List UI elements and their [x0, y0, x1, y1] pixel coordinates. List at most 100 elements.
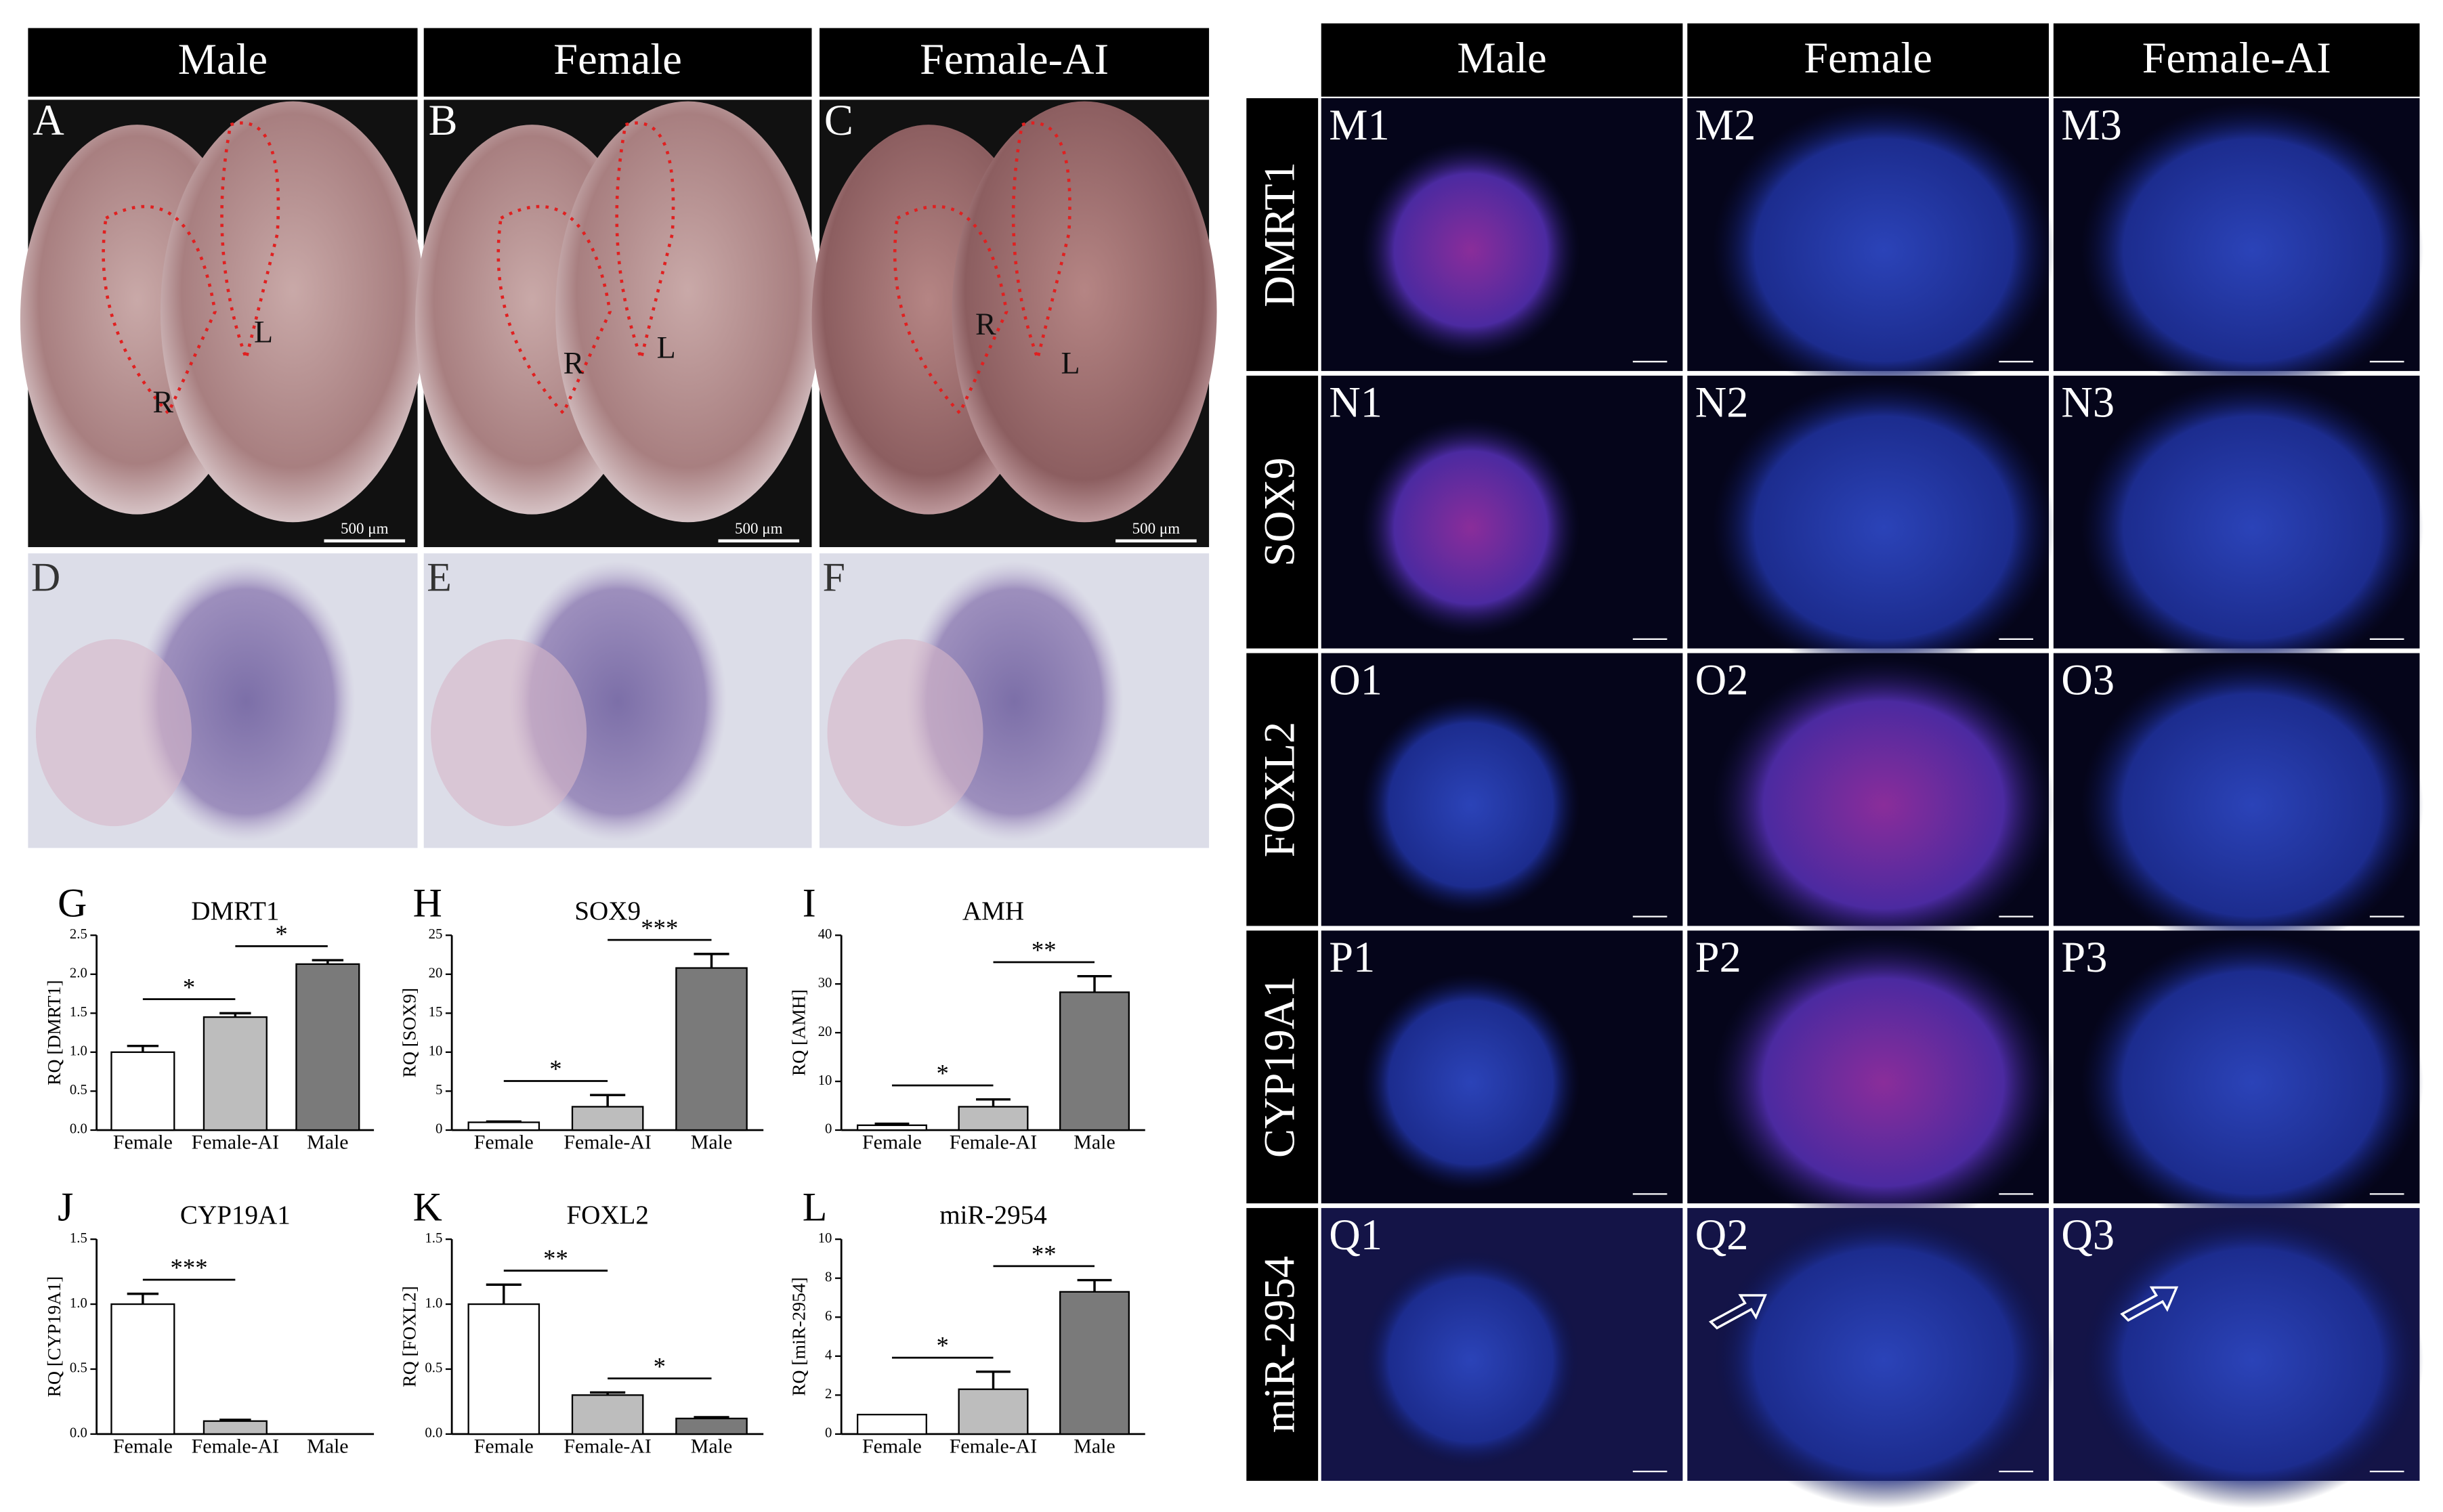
tissue: [827, 639, 983, 827]
y-axis-label: RQ [CYP19A1]: [43, 1276, 64, 1398]
significance-label: **: [543, 1245, 568, 1272]
x-tick-label: Male: [1074, 1131, 1115, 1154]
y-axis-label: RQ [AMH]: [788, 989, 809, 1076]
panel-label: K: [413, 1184, 442, 1229]
column-header-bg: [423, 28, 812, 97]
bar: [110, 1303, 175, 1435]
y-tick-label: 20: [818, 1024, 832, 1039]
bar: [467, 1121, 540, 1131]
panel-label: E: [427, 555, 452, 599]
lobe-label: L: [1061, 346, 1080, 381]
bar: [958, 1106, 1029, 1131]
panel-label: M3: [2061, 101, 2121, 149]
y-tick-label: 1.0: [70, 1044, 87, 1059]
tissue: [1361, 1251, 1580, 1469]
y-tick-label: 5: [436, 1083, 442, 1098]
lobe-label: L: [657, 330, 676, 365]
row-header: DMRT1: [1255, 162, 1303, 307]
x-tick-label: Female: [474, 1131, 534, 1154]
tissue: [1712, 1211, 2056, 1509]
x-tick-label: Female-AI: [950, 1435, 1037, 1457]
y-tick-label: 30: [818, 976, 832, 991]
gonad-lobe: [160, 101, 426, 523]
outline: [893, 204, 1008, 416]
tissue: [35, 639, 192, 827]
row-header-bg: [1246, 1208, 1319, 1481]
tissue: [1361, 695, 1580, 915]
chart-title: miR-2954: [939, 1201, 1047, 1230]
panel-label: P3: [2061, 933, 2107, 981]
panel-label: N2: [1695, 379, 1749, 427]
scale-bar-label: 500 μm: [1132, 519, 1181, 537]
significance-label: ***: [171, 1254, 208, 1282]
y-tick-label: 0.5: [70, 1083, 87, 1098]
column-header-bg: [1321, 23, 1683, 97]
tissue: [137, 561, 356, 842]
panel-label: C: [824, 96, 853, 144]
y-tick-label: 0.0: [70, 1426, 87, 1441]
y-axis-label: RQ [DMRT1]: [43, 980, 64, 1085]
column-header: Female-AI: [920, 35, 1109, 83]
panel-label: N3: [2061, 379, 2115, 427]
panel-label: J: [58, 1184, 73, 1229]
chart-title: CYP19A1: [180, 1201, 291, 1230]
panel-label: A: [33, 96, 64, 144]
chart-title: FOXL2: [566, 1201, 649, 1230]
x-tick-label: Male: [691, 1131, 732, 1154]
bar: [675, 1417, 748, 1435]
bar: [1059, 1291, 1130, 1435]
panel-label: O1: [1329, 655, 1382, 704]
panel-label: P1: [1329, 933, 1375, 981]
y-tick-label: 1.0: [425, 1296, 442, 1311]
panel-label: P2: [1695, 933, 1741, 981]
bar: [571, 1394, 644, 1435]
panel-label: Q2: [1695, 1211, 1749, 1259]
row-header-bg: [1246, 375, 1319, 649]
lobe-label: R: [975, 307, 996, 341]
x-tick-label: Male: [307, 1435, 348, 1457]
y-tick-label: 6: [825, 1309, 832, 1324]
bar: [856, 1124, 927, 1131]
bar: [203, 1420, 268, 1435]
panel-label: F: [823, 555, 845, 599]
significance-label: **: [1032, 936, 1057, 964]
arrow: [1708, 1294, 1767, 1330]
significance-label: *: [183, 973, 195, 1001]
y-axis-label: RQ [FOXL2]: [399, 1286, 420, 1387]
y-tick-label: 10: [818, 1073, 832, 1088]
y-tick-label: 25: [429, 927, 443, 942]
bar: [1059, 991, 1130, 1131]
significance-label: *: [937, 1060, 949, 1087]
column-header-bg: [2053, 23, 2420, 97]
y-tick-label: 1.5: [425, 1231, 442, 1246]
column-header: Male: [178, 35, 268, 83]
scale-bar-label: 500 μm: [735, 519, 783, 537]
x-tick-label: Female-AI: [950, 1131, 1037, 1154]
x-tick-label: Female-AI: [564, 1435, 651, 1457]
bar: [467, 1303, 540, 1435]
y-tick-label: 8: [825, 1270, 832, 1284]
outline: [220, 121, 280, 364]
row-header: SOX9: [1255, 458, 1303, 567]
tissue: [2081, 102, 2424, 399]
y-tick-label: 1.5: [70, 1231, 87, 1246]
panel-label: B: [429, 96, 458, 144]
x-tick-label: Female-AI: [192, 1131, 279, 1154]
x-tick-label: Female: [862, 1131, 922, 1154]
gonad-lobe: [952, 101, 1217, 523]
y-tick-label: 2.5: [70, 927, 87, 942]
panel-label: O3: [2061, 655, 2115, 704]
y-tick-label: 4: [825, 1348, 832, 1363]
scale-bar-label: 500 μm: [341, 519, 389, 537]
y-tick-label: 40: [818, 927, 832, 942]
significance-label: *: [937, 1332, 949, 1360]
panel-label: N1: [1329, 379, 1382, 427]
tissue: [2081, 379, 2424, 676]
y-tick-label: 1.5: [70, 1005, 87, 1020]
y-axis-label: RQ [SOX9]: [399, 988, 420, 1078]
x-tick-label: Female: [113, 1131, 173, 1154]
column-header-bg: [1687, 23, 2049, 97]
x-tick-label: Male: [1074, 1435, 1115, 1457]
tissue: [431, 639, 587, 827]
